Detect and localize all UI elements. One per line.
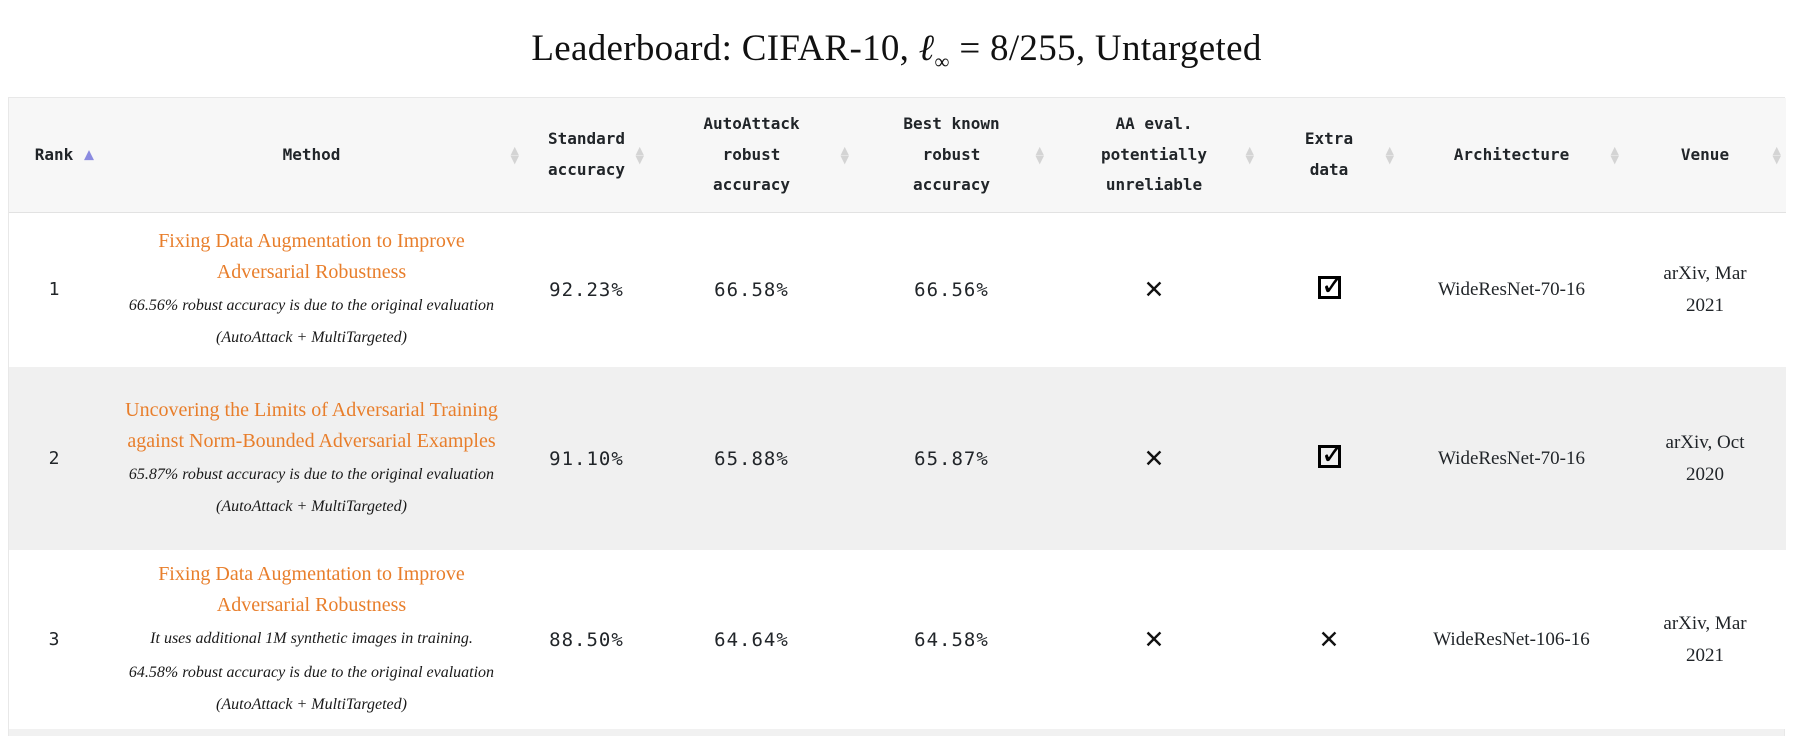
checked-checkbox-icon: ✓: [1317, 439, 1346, 469]
column-header-method[interactable]: Method ▲ ▼: [99, 98, 524, 213]
sort-both-icon: ▲ ▼: [1610, 143, 1619, 166]
method-cell: Fixing Data Augmentation to Improve Adve…: [99, 212, 524, 367]
column-label: Method: [282, 144, 341, 164]
rank-value: 1: [9, 212, 99, 367]
autoattack-robust-accuracy-value: 64.64%: [649, 550, 854, 729]
column-header-aa-eval-unreliable[interactable]: AA eval. potentially unreliable ▲ ▼: [1049, 98, 1259, 213]
checked-checkbox-icon: ✓: [1317, 270, 1346, 300]
rank-value: 2: [9, 367, 99, 550]
method-link[interactable]: Fixing Data Augmentation to Improve Adve…: [158, 229, 465, 283]
page-title: Leaderboard: CIFAR-10, ℓ∞ = 8/255, Untar…: [531, 27, 1262, 74]
best-known-robust-accuracy-value: 65.87%: [854, 367, 1049, 550]
table-row-rank-2: 2 Uncovering the Limits of Adversarial T…: [9, 367, 1786, 550]
extra-data-flag: ✓: [1259, 212, 1399, 367]
autoattack-robust-accuracy-value: 66.58%: [649, 212, 854, 367]
column-header-venue[interactable]: Venue ▲ ▼: [1624, 98, 1786, 213]
standard-accuracy-value: 92.23%: [524, 212, 649, 367]
architecture-value: WideResNet-70-16: [1399, 367, 1624, 550]
aa-eval-unreliable-flag: ✕: [1049, 212, 1259, 367]
sort-both-icon: ▲ ▼: [1035, 143, 1044, 166]
column-label: Venue: [1680, 144, 1730, 164]
sort-both-icon: ▲ ▼: [840, 143, 849, 166]
sort-both-icon: ▲ ▼: [1772, 143, 1781, 166]
standard-accuracy-value: 88.50%: [524, 550, 649, 729]
leaderboard-table: Rank ▲ Method ▲ ▼ Standard accuracy ▲ ▼ Au…: [8, 97, 1786, 729]
standard-accuracy-value: 91.10%: [524, 367, 649, 550]
aa-eval-unreliable-flag: ✕: [1049, 550, 1259, 729]
aa-eval-unreliable-flag: ✕: [1049, 367, 1259, 550]
x-mark-icon: ✕: [1143, 275, 1165, 305]
title-text-rest: = 8/255, Untargeted: [949, 28, 1262, 69]
column-label: AutoAttack robust accuracy: [703, 114, 800, 194]
method-cell: Uncovering the Limits of Adversarial Tra…: [99, 367, 524, 550]
method-link[interactable]: Uncovering the Limits of Adversarial Tra…: [125, 398, 498, 452]
column-label: Best known robust accuracy: [903, 114, 1000, 194]
sort-both-icon: ▲ ▼: [510, 143, 519, 166]
method-note: 66.56% robust accuracy is due to the ori…: [128, 296, 495, 346]
table-row-rank-1: 1 Fixing Data Augmentation to Improve Ad…: [9, 212, 1786, 367]
best-known-robust-accuracy-value: 64.58%: [854, 550, 1049, 729]
x-mark-icon: ✕: [1143, 444, 1165, 473]
method-note: 65.87% robust accuracy is due to the ori…: [128, 465, 495, 515]
column-label: Extra data: [1304, 129, 1354, 179]
table-row-rank-3: 3 Fixing Data Augmentation to Improve Ad…: [9, 550, 1786, 729]
best-known-robust-accuracy-value: 66.56%: [854, 212, 1049, 367]
method-cell: Fixing Data Augmentation to Improve Adve…: [99, 550, 524, 729]
architecture-value: WideResNet-70-16: [1399, 212, 1624, 367]
sort-both-icon: ▲ ▼: [1385, 143, 1394, 166]
title-text: Leaderboard: CIFAR-10,: [531, 28, 919, 69]
autoattack-robust-accuracy-value: 65.88%: [649, 367, 854, 550]
venue-value: arXiv, Mar 2021: [1624, 212, 1786, 367]
sort-both-icon: ▲ ▼: [1245, 143, 1254, 166]
venue-value: arXiv, Mar 2021: [1624, 550, 1786, 729]
sort-ascending-icon: ▲: [84, 147, 94, 163]
extra-data-flag: ✓: [1259, 367, 1399, 550]
x-mark-icon: ✕: [1143, 625, 1165, 654]
x-mark-icon: ✕: [1318, 625, 1340, 654]
ell-norm-symbol: ℓ: [918, 28, 935, 69]
venue-value: arXiv, Oct 2020: [1624, 367, 1786, 550]
column-label: Rank: [34, 144, 74, 164]
method-link[interactable]: Fixing Data Augmentation to Improve Adve…: [158, 562, 465, 616]
next-row-partial: [8, 729, 1785, 736]
method-note: 64.58% robust accuracy is due to the ori…: [128, 663, 495, 713]
column-header-standard-accuracy[interactable]: Standard accuracy ▲ ▼: [524, 98, 649, 213]
title-bar: Leaderboard: CIFAR-10, ℓ∞ = 8/255, Untar…: [0, 0, 1793, 97]
column-label: Architecture: [1453, 144, 1570, 164]
column-label: AA eval. potentially unreliable: [1101, 114, 1207, 194]
architecture-value: WideResNet-106-16: [1399, 550, 1624, 729]
column-label: Standard accuracy: [547, 129, 626, 179]
column-header-autoattack-robust-accuracy[interactable]: AutoAttack robust accuracy ▲ ▼: [649, 98, 854, 213]
column-header-architecture[interactable]: Architecture ▲ ▼: [1399, 98, 1624, 213]
method-note: It uses additional 1M synthetic images i…: [150, 629, 473, 647]
sort-both-icon: ▲ ▼: [635, 143, 644, 166]
column-header-best-known-robust-accuracy[interactable]: Best known robust accuracy ▲ ▼: [854, 98, 1049, 213]
rank-value: 3: [9, 550, 99, 729]
column-header-extra-data[interactable]: Extra data ▲ ▼: [1259, 98, 1399, 213]
column-header-rank[interactable]: Rank ▲: [9, 98, 99, 213]
table-header-row: Rank ▲ Method ▲ ▼ Standard accuracy ▲ ▼ Au…: [9, 98, 1786, 213]
extra-data-flag: ✕: [1259, 550, 1399, 729]
infinity-subscript: ∞: [934, 49, 950, 74]
